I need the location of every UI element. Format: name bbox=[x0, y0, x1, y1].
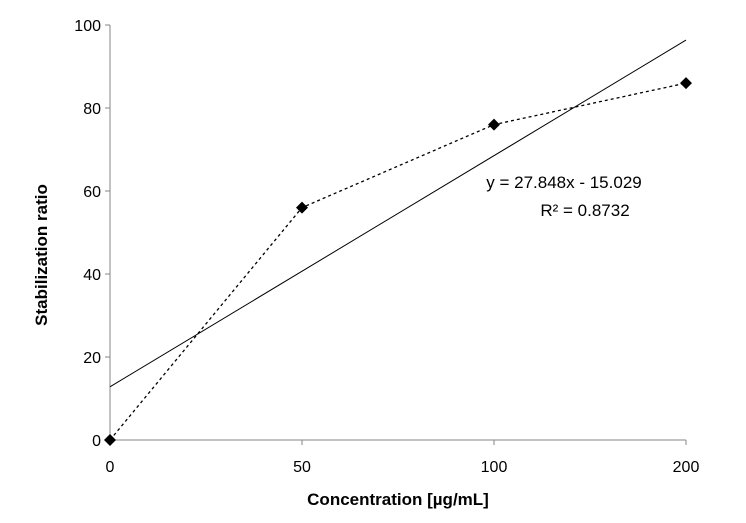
y-tick-label: 20 bbox=[83, 350, 101, 367]
trendline-r-squared: R² = 0.8732 bbox=[540, 201, 629, 220]
trendline-equation: y = 27.848x - 15.029 bbox=[486, 173, 641, 192]
trendline bbox=[109, 39, 687, 388]
x-tick-label: 0 bbox=[106, 459, 115, 476]
y-axis-ticks: 0 20 40 60 80 100 bbox=[74, 18, 110, 450]
x-tick-label: 100 bbox=[481, 459, 508, 476]
data-point-marker bbox=[104, 434, 116, 446]
data-point-marker bbox=[680, 77, 692, 90]
y-tick-label: 0 bbox=[92, 433, 101, 450]
series-line bbox=[109, 82, 687, 441]
trendline-group bbox=[109, 39, 687, 388]
data-point-marker bbox=[488, 118, 500, 131]
y-axis-title: Stabilization ratio bbox=[32, 184, 51, 326]
y-tick-label: 100 bbox=[74, 18, 101, 35]
x-tick-label: 200 bbox=[673, 459, 700, 476]
x-axis-ticks: 0 50 100 200 bbox=[106, 440, 700, 476]
x-tick-label: 50 bbox=[293, 459, 311, 476]
y-tick-label: 60 bbox=[83, 184, 101, 201]
data-point-marker bbox=[296, 201, 308, 214]
y-tick-label: 80 bbox=[83, 101, 101, 118]
axes bbox=[109, 25, 686, 441]
series-group bbox=[104, 77, 692, 446]
y-tick-label: 40 bbox=[83, 267, 101, 284]
x-axis-title: Concentration [µg/mL] bbox=[307, 490, 489, 509]
